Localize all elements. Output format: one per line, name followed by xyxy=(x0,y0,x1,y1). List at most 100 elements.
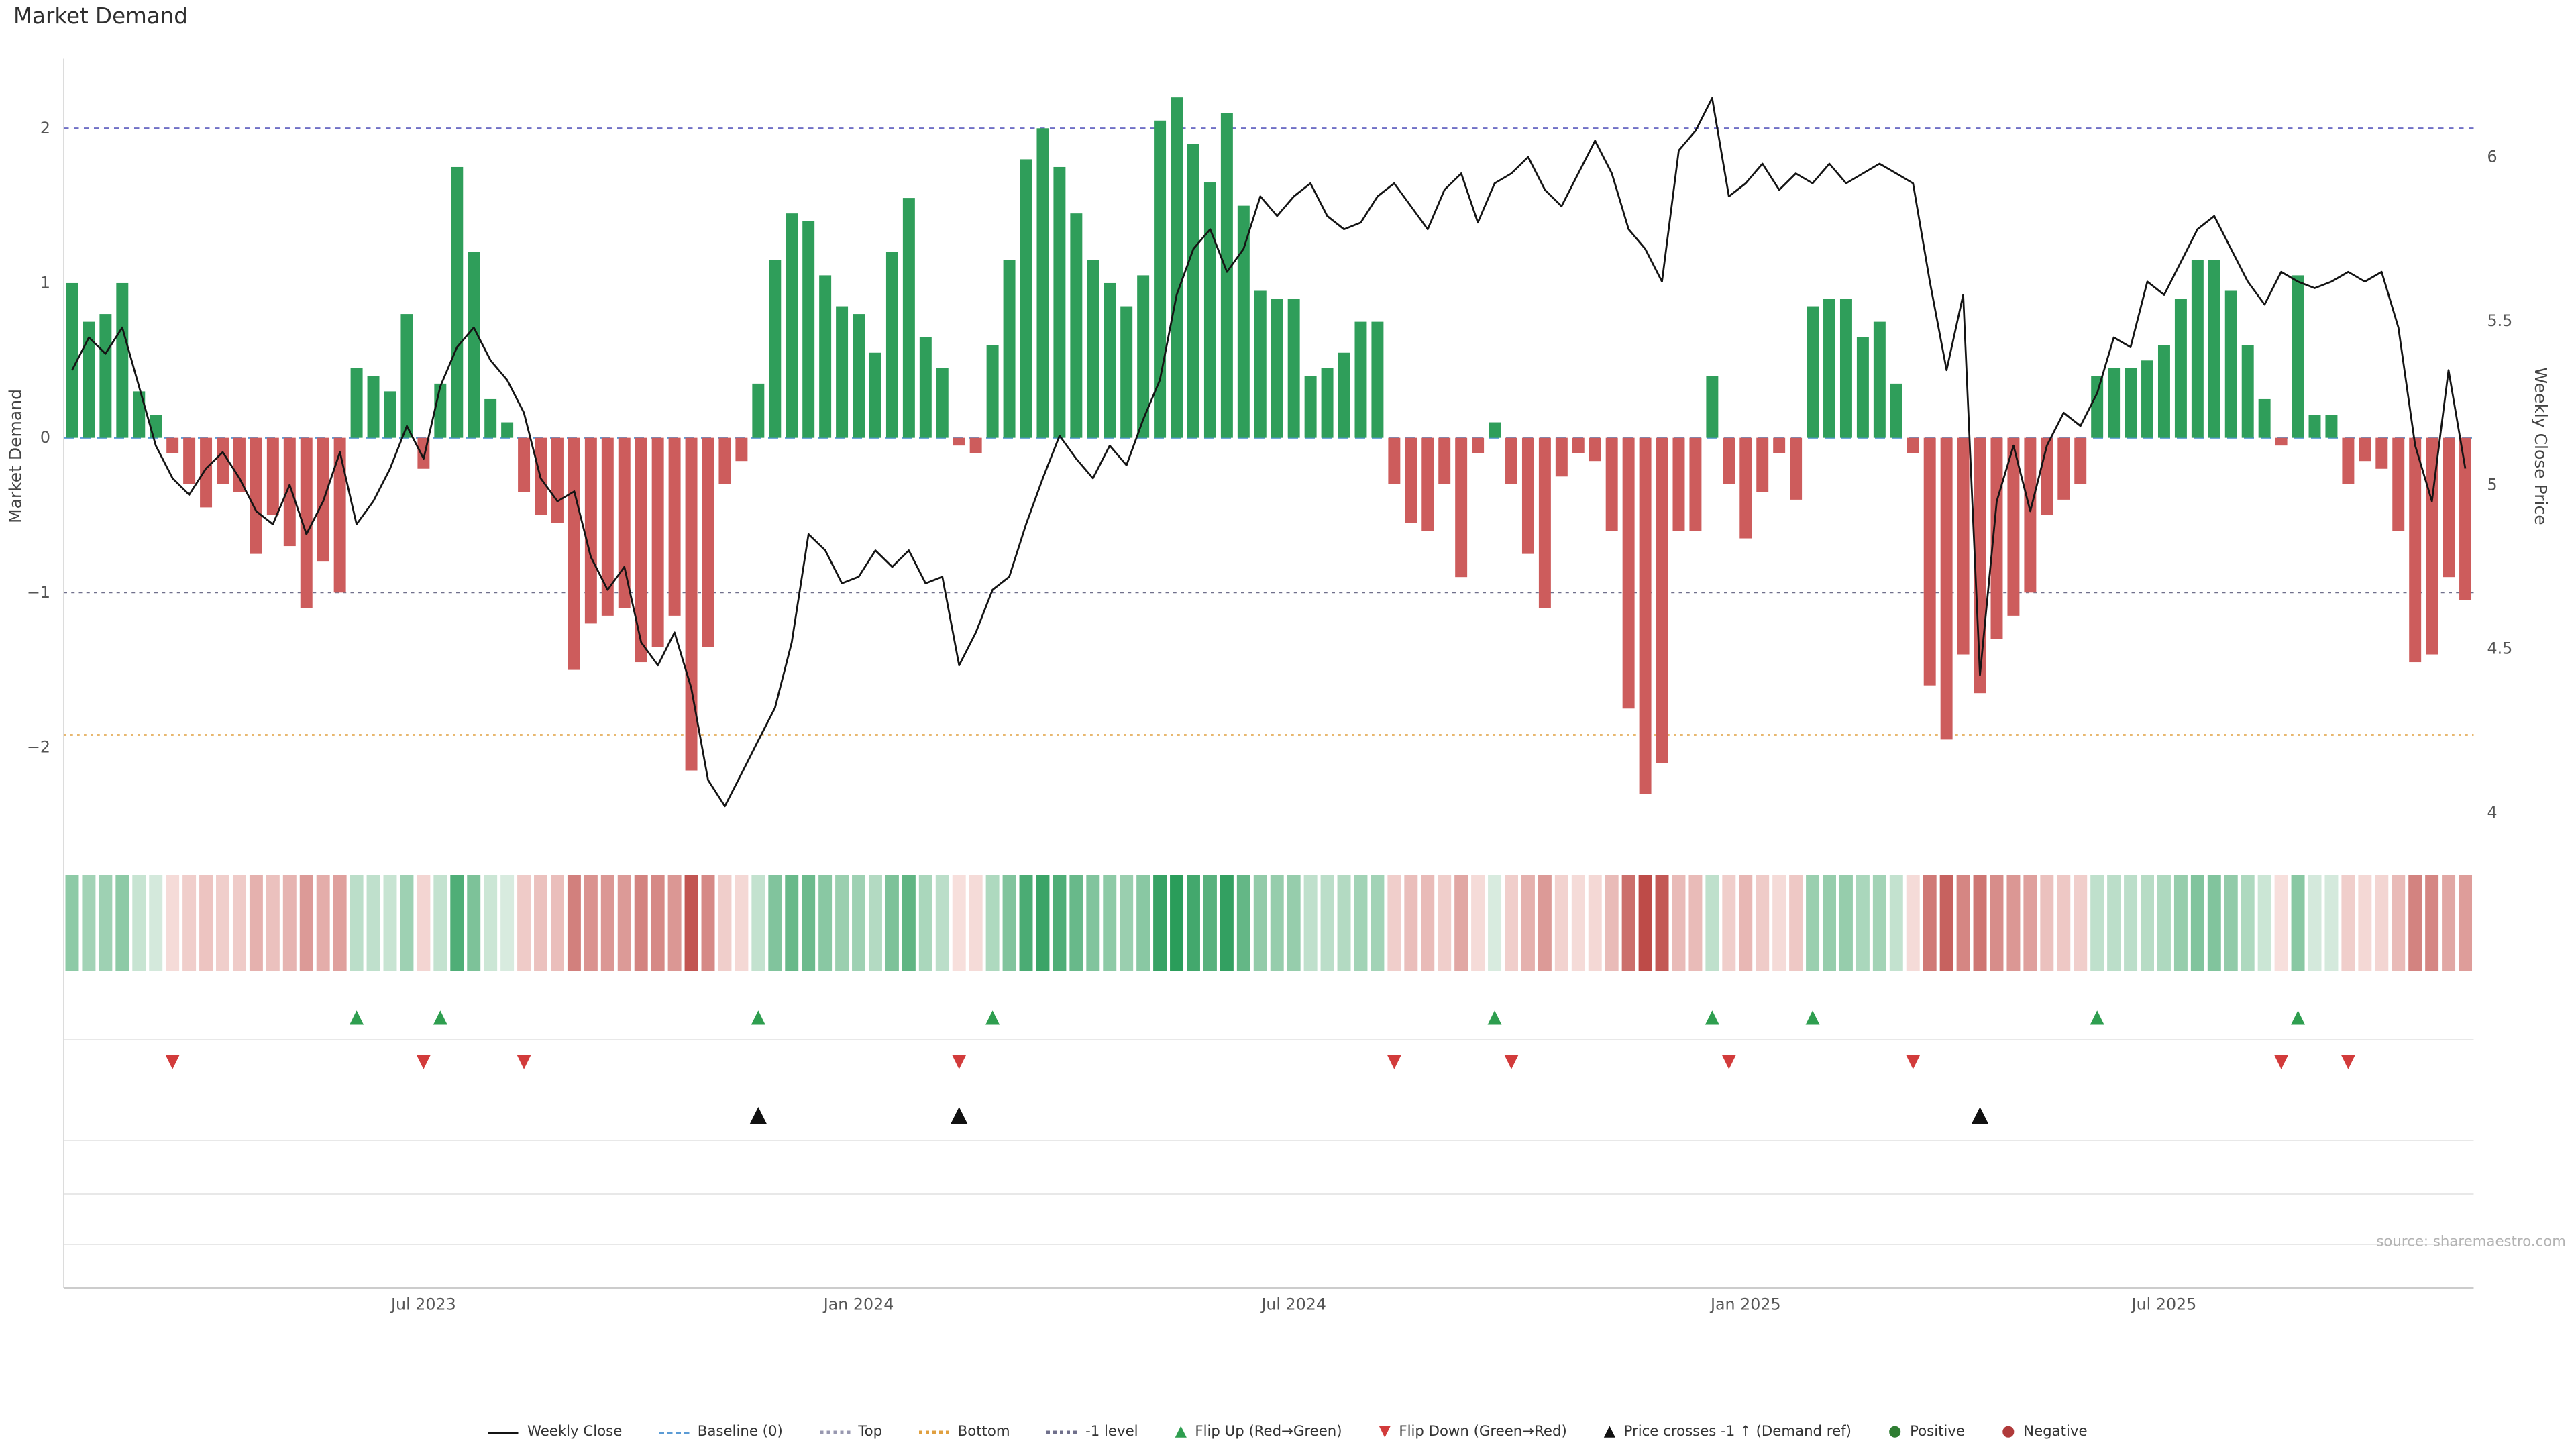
demand-bar-positive xyxy=(350,368,363,438)
demand-bar-negative xyxy=(2392,437,2405,531)
heatmap-cell xyxy=(266,875,280,971)
demand-bar-negative xyxy=(685,437,698,771)
demand-bar-positive xyxy=(99,314,112,438)
flip-up-marker xyxy=(751,1010,765,1025)
demand-bar-positive xyxy=(451,166,464,438)
price-cross-triangle-icon: ▲ xyxy=(1603,1423,1616,1440)
heatmap-cell xyxy=(952,875,966,971)
demand-bar-positive xyxy=(434,383,447,438)
heatmap-cell xyxy=(1973,875,1987,971)
heatmap-cell xyxy=(1220,875,1234,971)
demand-bar-positive xyxy=(1706,376,1719,438)
flip-down-marker xyxy=(517,1055,531,1069)
demand-bar-positive xyxy=(1171,97,1183,438)
heatmap-cell xyxy=(2224,875,2238,971)
demand-bar-negative xyxy=(1656,437,1668,763)
demand-bar-positive xyxy=(2157,345,2170,438)
heatmap-cell xyxy=(2174,875,2188,971)
left-axis-label: Market Demand xyxy=(7,389,26,523)
heatmap-cell xyxy=(65,875,79,971)
demand-bar-positive xyxy=(116,282,129,438)
demand-bar-negative xyxy=(702,437,714,647)
x-tick-label: Jul 2024 xyxy=(1260,1295,1326,1314)
price-cross-marker xyxy=(1972,1107,1989,1124)
demand-bar-negative xyxy=(1790,437,1803,500)
demand-bar-negative xyxy=(1940,437,1953,740)
heatmap-cell xyxy=(802,875,816,971)
demand-bar-negative xyxy=(2443,437,2455,578)
flip-down-marker xyxy=(2341,1055,2355,1069)
heatmap-cell xyxy=(1036,875,1050,971)
heatmap-cell xyxy=(1638,875,1652,971)
heatmap-cell xyxy=(2023,875,2037,971)
heatmap-cell xyxy=(667,875,682,971)
demand-bar-positive xyxy=(1271,299,1283,438)
heatmap-cell xyxy=(350,875,364,971)
demand-bar-positive xyxy=(1890,383,1902,438)
heatmap-cell xyxy=(701,875,715,971)
demand-bar-positive xyxy=(367,376,380,438)
heatmap-cell xyxy=(166,875,180,971)
demand-bar-negative xyxy=(1589,437,1601,462)
demand-bar-negative xyxy=(601,437,614,616)
heatmap-cell xyxy=(1421,875,1435,971)
heatmap-cell xyxy=(1605,875,1619,971)
heatmap-cell xyxy=(2074,875,2088,971)
heatmap-cell xyxy=(1170,875,1184,971)
heatmap-cell xyxy=(935,875,949,971)
heatmap-cell xyxy=(1187,875,1200,971)
demand-bar-negative xyxy=(283,437,296,547)
flip-down-marker xyxy=(2274,1055,2289,1069)
demand-bar-positive xyxy=(1187,144,1199,438)
heatmap-cell xyxy=(1069,875,1083,971)
heatmap-cell xyxy=(2274,875,2288,971)
heatmap-cell xyxy=(82,875,96,971)
heatmap-cell xyxy=(835,875,849,971)
demand-bar-negative xyxy=(1555,437,1568,477)
heatmap-cell xyxy=(484,875,498,971)
heatmap-cell xyxy=(1404,875,1418,971)
demand-bar-negative xyxy=(1756,437,1769,492)
legend-item: Baseline (0) xyxy=(659,1424,783,1441)
heatmap-cell xyxy=(651,875,665,971)
demand-bar-positive xyxy=(400,314,413,438)
heatmap-cell xyxy=(2057,875,2071,971)
heatmap-cell xyxy=(1889,875,1903,971)
heatmap-cell xyxy=(182,875,197,971)
demand-bar-negative xyxy=(651,437,664,647)
demand-bar-positive xyxy=(869,352,881,438)
heatmap-cell xyxy=(2324,875,2339,971)
demand-bar-positive xyxy=(1287,299,1300,438)
heatmap-cell xyxy=(1438,875,1452,971)
demand-bar-positive xyxy=(1807,306,1819,438)
demand-bar-positive xyxy=(1036,128,1049,438)
demand-bar-positive xyxy=(2224,290,2237,438)
demand-bar-positive xyxy=(1839,299,1852,438)
x-tick-label: Jan 2024 xyxy=(822,1295,894,1314)
demand-bar-positive xyxy=(902,198,915,438)
heatmap-cell xyxy=(1538,875,1552,971)
demand-bar-positive xyxy=(1856,337,1869,438)
heatmap-cell xyxy=(567,875,581,971)
demand-bar-positive xyxy=(769,260,782,438)
demand-bar-negative xyxy=(584,437,597,624)
demand-bar-positive xyxy=(1304,376,1317,438)
demand-bar-positive xyxy=(2174,299,2187,438)
demand-bar-negative xyxy=(1957,437,1970,655)
heatmap-cell xyxy=(534,875,547,971)
heatmap-cell xyxy=(1739,875,1753,971)
heatmap-cell xyxy=(2408,875,2422,971)
heatmap-cell xyxy=(1588,875,1602,971)
heatmap-cell xyxy=(918,875,932,971)
left-tick-label: 2 xyxy=(40,119,50,138)
heatmap-cell xyxy=(2291,875,2305,971)
heatmap-cell xyxy=(1856,875,1870,971)
heatmap-cell xyxy=(885,875,899,971)
price-cross-marker xyxy=(951,1107,968,1124)
weekly-close-line xyxy=(71,97,2467,808)
demand-bar-negative xyxy=(1521,437,1534,554)
legend-label: -1 level xyxy=(1085,1424,1138,1441)
right-tick-label: 4.5 xyxy=(2487,639,2513,658)
demand-bar-positive xyxy=(484,398,497,438)
chart-legend: Weekly Close Baseline (0) Top Bottom -1 leve… xyxy=(0,1424,2576,1441)
